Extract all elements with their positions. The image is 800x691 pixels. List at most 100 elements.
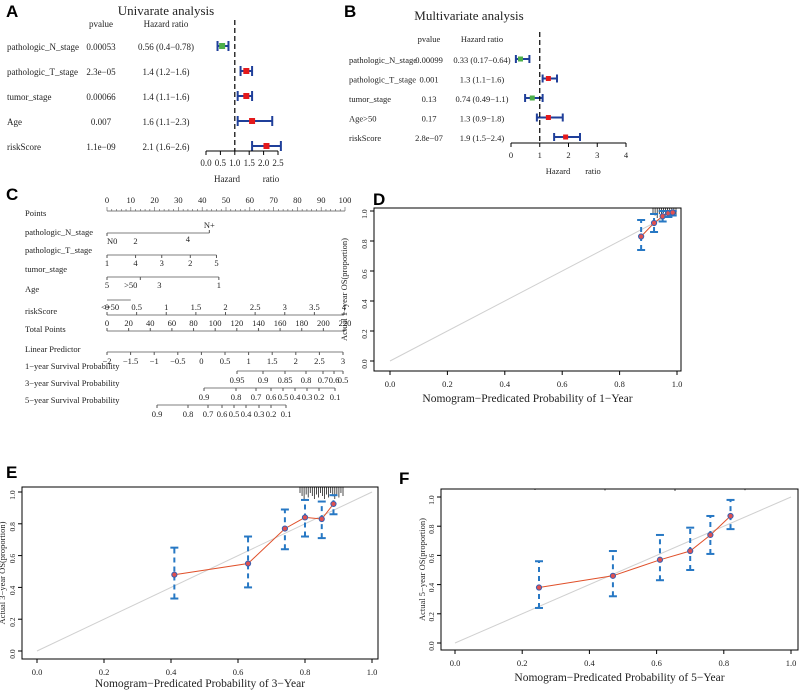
ideal-diagonal [389, 210, 678, 362]
linear-predictor-label: 2.5 [314, 356, 325, 366]
linear-predictor-label: 0.5 [220, 356, 231, 366]
row-name: pathologic_T_stage [7, 67, 78, 77]
row-pvalue: 0.00053 [86, 42, 116, 52]
row-hr-text: 0.56 (0.4−0.78) [138, 42, 194, 52]
x-tick-label: 1.0 [672, 379, 683, 389]
points-tick-label: 20 [150, 195, 159, 205]
points-tick-label: 80 [293, 195, 302, 205]
calibration-point [244, 560, 252, 567]
y-tick-label: 0.2 [8, 617, 17, 627]
survival-1y-label: 0.7 [318, 375, 329, 385]
t-stage-label: 5 [214, 258, 218, 268]
survival-5y-label: 0.2 [266, 409, 277, 419]
nomogram-row-name: Linear Predictor [25, 344, 81, 354]
linear-predictor-label: 1.5 [267, 356, 278, 366]
survival-1y-label: 0.95 [230, 375, 245, 385]
row-hr-text: 1.9 (1.5−2.4) [460, 133, 505, 143]
pvalue-header: pvalue [418, 34, 441, 44]
y-tick-label: 0.8 [427, 524, 436, 534]
x-tick-label: 0.4 [499, 379, 510, 389]
y-tick-label: 1.0 [8, 490, 17, 500]
calibration-point [638, 233, 645, 240]
row-name: Age [7, 117, 22, 127]
survival-1y-label: 0.9 [258, 375, 269, 385]
calibration-point [318, 515, 325, 523]
nomogram-row-name: 1−year Survival Probability [25, 361, 120, 371]
points-tick-label: 90 [317, 195, 326, 205]
points-tick-label: 0 [105, 195, 109, 205]
total-points-label: 160 [274, 318, 287, 328]
y-tick-label: 0.4 [360, 299, 369, 309]
y-tick-label: 0.2 [360, 329, 369, 339]
linear-predictor-label: 2 [294, 356, 298, 366]
hr-point [529, 95, 535, 101]
row-hr-text: 2.1 (1.6−2.6) [142, 142, 189, 152]
nomogram-row-name: pathologic_T_stage [25, 245, 92, 255]
x-tick-label: 1.0 [229, 158, 241, 168]
y-tick-label: 1.0 [427, 495, 436, 505]
y-tick-label: 0.0 [427, 641, 436, 651]
x-tick-label: 1.0 [786, 658, 797, 668]
linear-predictor-label: −2 [102, 356, 111, 366]
survival-3y-label: 0.3 [302, 392, 313, 402]
points-tick-label: 100 [339, 195, 352, 205]
total-points-label: 180 [295, 318, 308, 328]
survival-3y-label: 0.5 [278, 392, 289, 402]
age-label: <=50 [101, 302, 119, 312]
row-pvalue: 0.00066 [86, 92, 116, 102]
nomogram-row-name: 5−year Survival Probability [25, 395, 120, 405]
t-stage-top-label: 4 [186, 234, 191, 244]
survival-5y-label: 0.9 [152, 409, 163, 419]
survival-3y-label: 0.7 [251, 392, 262, 402]
t-stage-label: 2 [188, 258, 192, 268]
tumor-stage-label: 1 [217, 280, 221, 290]
row-pvalue: 0.001 [419, 75, 438, 85]
hr-point [249, 118, 256, 124]
nomogram-row-name: tumor_stage [25, 264, 67, 274]
x-tick-label: 4 [624, 150, 629, 160]
survival-3y-label: 0.4 [290, 392, 301, 402]
tumor-stage-label: 3 [157, 280, 161, 290]
hr-point [563, 134, 569, 140]
x-tick-label: 1.5 [244, 158, 256, 168]
nomogram-row-name: riskScore [25, 306, 57, 316]
calibration-point [669, 209, 676, 216]
linear-predictor-label: −0.5 [170, 356, 185, 366]
panel-d-calibration-1-year: 0.0 0.0 0.2 0.2 0.4 0.4 0.6 0.6 0.8 0.8 1.0 1.0 Nomo… [339, 207, 683, 405]
row-hr-text: 0.33 (0.17−0.64) [453, 55, 510, 65]
n-stage-label: N+ [204, 220, 215, 230]
y-tick-label: 0.4 [427, 583, 436, 593]
tumor-stage-label: >50 [124, 280, 137, 290]
x-tick-label: 0.0 [450, 658, 461, 668]
calibration-point [281, 525, 288, 532]
x-tick-label: 0 [509, 150, 513, 160]
riskscore-tick-label: 3.5 [309, 302, 320, 312]
row-pvalue: 1.1e−09 [86, 142, 116, 152]
total-points-label: 100 [209, 318, 222, 328]
survival-5y-label: 0.6 [217, 409, 228, 419]
panel-label-b: B [344, 2, 356, 21]
x-tick-label: 2.5 [272, 158, 284, 168]
total-points-label: 140 [252, 318, 265, 328]
calibration-point [609, 572, 617, 579]
survival-1y-label: 0.8 [301, 375, 312, 385]
y-axis-label: Actual 3−year OS(proportion) [0, 521, 7, 624]
linear-predictor-label: −1.5 [123, 356, 138, 366]
x-tick-label: 0.6 [233, 667, 244, 677]
survival-1y-label: 0.5 [338, 375, 349, 385]
calibration-point [656, 556, 664, 563]
linear-predictor-label: 0 [199, 356, 203, 366]
x-tick-label: 1.0 [367, 667, 378, 677]
total-points-label: 80 [189, 318, 198, 328]
survival-1y-label: 0.6 [329, 375, 340, 385]
calibration-point [535, 584, 543, 591]
survival-3y-label: 0.6 [266, 392, 277, 402]
points-tick-label: 40 [198, 195, 207, 205]
x-tick-label: 0.6 [651, 658, 662, 668]
x-tick-label: 0.5 [215, 158, 227, 168]
x-tick-label: 2 [566, 150, 570, 160]
row-name: tumor_stage [7, 92, 52, 102]
row-name: riskScore [7, 142, 41, 152]
panel-label-c: C [6, 185, 18, 204]
calibration-point [330, 500, 337, 508]
